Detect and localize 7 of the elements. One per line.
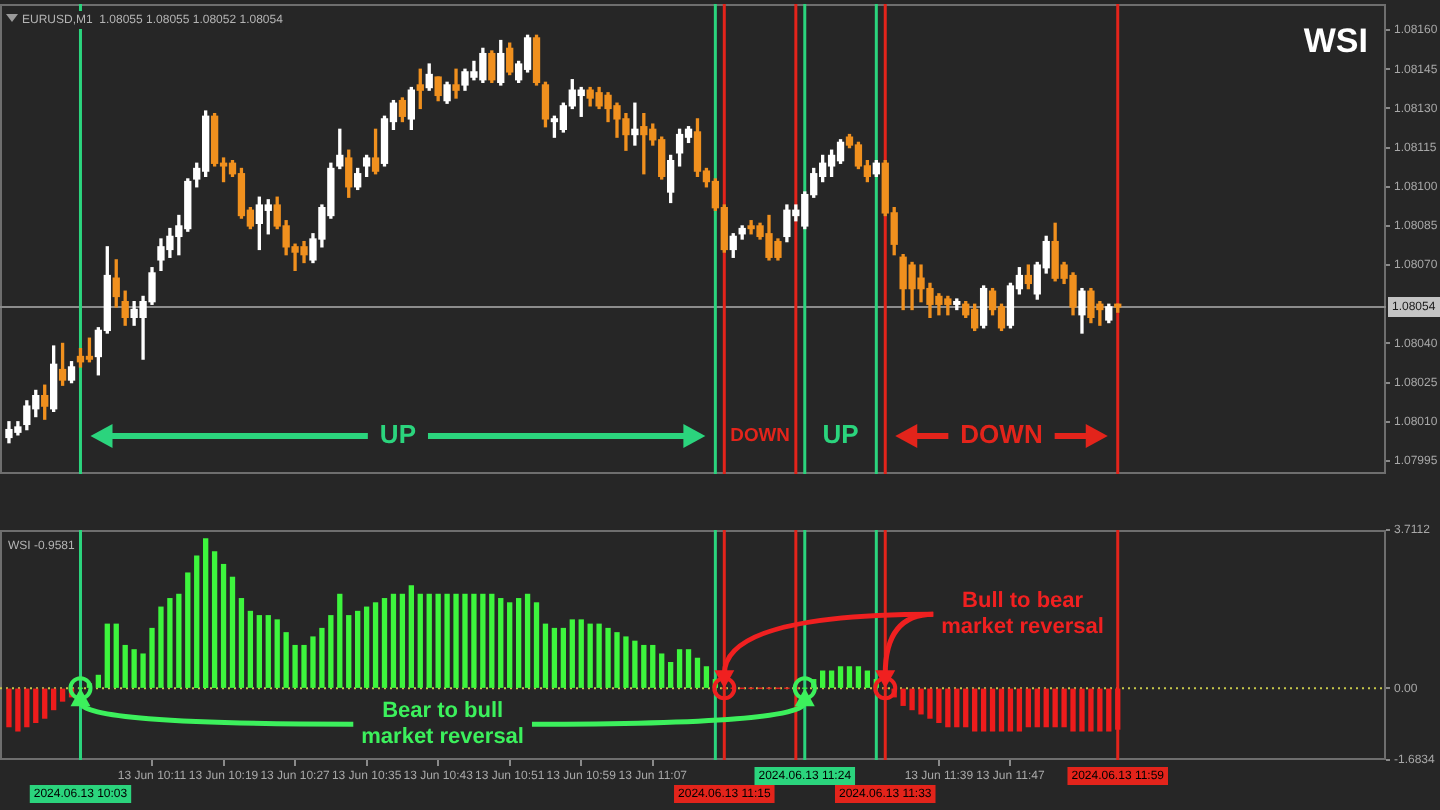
annotation: UP [379, 419, 417, 450]
annotation: DOWN [730, 423, 791, 446]
annotation: Bull to bear market reversal [941, 589, 1104, 640]
annotation: WSI [1303, 22, 1368, 61]
annotation: Bear to bull market reversal [361, 699, 524, 750]
annotation: DOWN [960, 419, 1043, 450]
annotation: UP [822, 419, 860, 450]
